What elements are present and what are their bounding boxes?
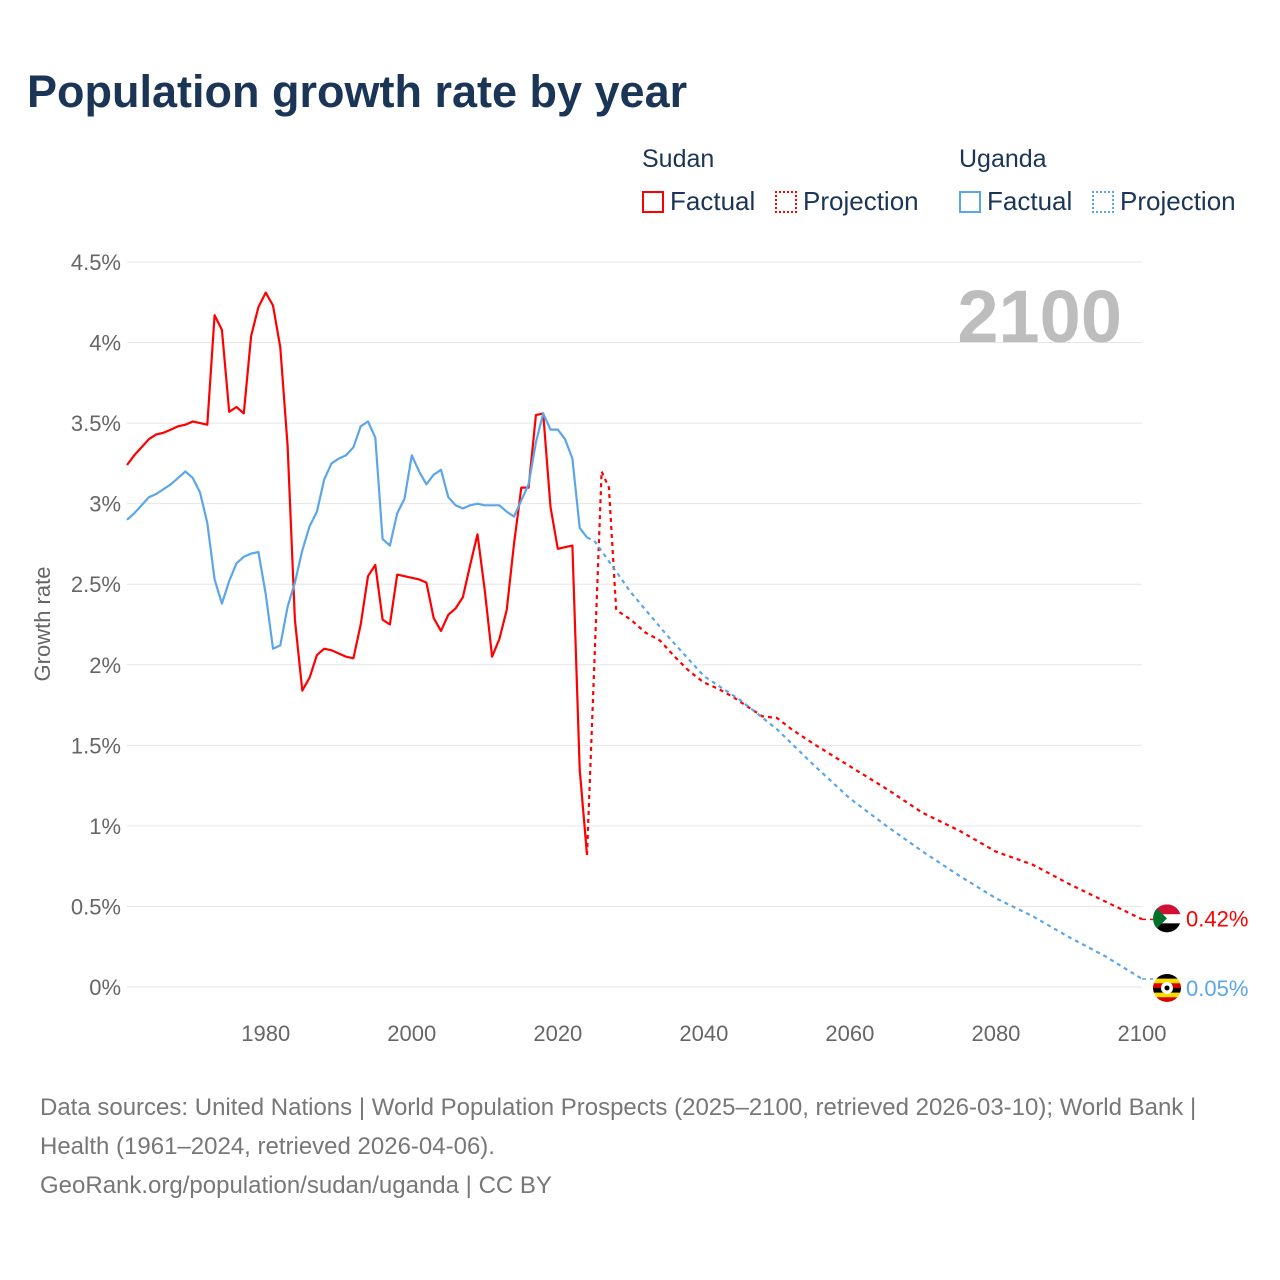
year-watermark: 2100 bbox=[957, 275, 1122, 358]
legend-label: Projection bbox=[1120, 186, 1236, 216]
y-tick-label: 2.5% bbox=[71, 572, 121, 597]
y-tick-label: 1.5% bbox=[71, 733, 121, 758]
legend-item-uganda-projection[interactable]: Projection bbox=[1092, 186, 1236, 217]
y-tick-label: 2% bbox=[89, 653, 121, 678]
series-line-uganda-projection bbox=[586, 536, 1143, 980]
footer: Data sources: United Nations | World Pop… bbox=[40, 1088, 1240, 1205]
legend-item-sudan-projection[interactable]: Projection bbox=[775, 186, 919, 217]
x-tick-label: 2020 bbox=[533, 1021, 582, 1046]
y-tick-label: 0% bbox=[89, 975, 121, 1000]
legend-group-uganda: Uganda bbox=[959, 145, 1047, 173]
y-tick-label: 3.5% bbox=[71, 411, 121, 436]
y-tick-label: 3% bbox=[89, 492, 121, 517]
series-line-uganda-factual bbox=[126, 412, 588, 650]
flag-uganda-icon bbox=[1153, 973, 1181, 1002]
y-tick-label: 1% bbox=[89, 814, 121, 839]
legend-group-sudan: Sudan bbox=[642, 145, 715, 173]
legend-swatch-dotted bbox=[775, 190, 797, 213]
series-line-sudan-projection bbox=[585, 470, 1143, 921]
x-tick-label: 2060 bbox=[825, 1021, 874, 1046]
y-tick-label: 0.5% bbox=[71, 894, 121, 919]
chart-title: Population growth rate by year bbox=[27, 66, 688, 117]
end-value-label: 0.42% bbox=[1186, 906, 1248, 931]
legend-label: Factual bbox=[987, 186, 1073, 216]
x-tick-label: 2100 bbox=[1118, 1021, 1167, 1046]
end-value-label: 0.05% bbox=[1186, 976, 1248, 1001]
footer-credit[interactable]: GeoRank.org/population/sudan/uganda | CC… bbox=[40, 1172, 552, 1199]
x-tick-label: 2040 bbox=[679, 1021, 728, 1046]
x-tick-label: 1980 bbox=[241, 1021, 290, 1046]
legend-swatch-dotted bbox=[1092, 190, 1114, 213]
y-tick-label: 4% bbox=[89, 331, 121, 356]
x-tick-label: 2080 bbox=[971, 1021, 1020, 1046]
legend-item-sudan-factual[interactable]: Factual bbox=[642, 186, 755, 217]
x-tick-label: 2000 bbox=[387, 1021, 436, 1046]
legend-swatch-solid bbox=[642, 190, 664, 213]
legend-item-uganda-factual[interactable]: Factual bbox=[959, 186, 1072, 217]
legend-label: Factual bbox=[670, 186, 756, 216]
footer-sources: Data sources: United Nations | World Pop… bbox=[40, 1094, 1197, 1160]
series-line-sudan-factual bbox=[126, 291, 589, 855]
y-tick-label: 4.5% bbox=[71, 250, 121, 275]
flag-sudan-icon bbox=[1153, 904, 1181, 933]
legend-swatch-solid bbox=[959, 190, 981, 213]
line-chart: 0% 0.5% 1% 1.5% 2% 2.5% 3% 3.5% 4% 4.5% 1980 2000 20… bbox=[30, 250, 1248, 1046]
y-axis-label: Growth rate bbox=[30, 567, 55, 682]
legend-label: Projection bbox=[803, 186, 919, 216]
